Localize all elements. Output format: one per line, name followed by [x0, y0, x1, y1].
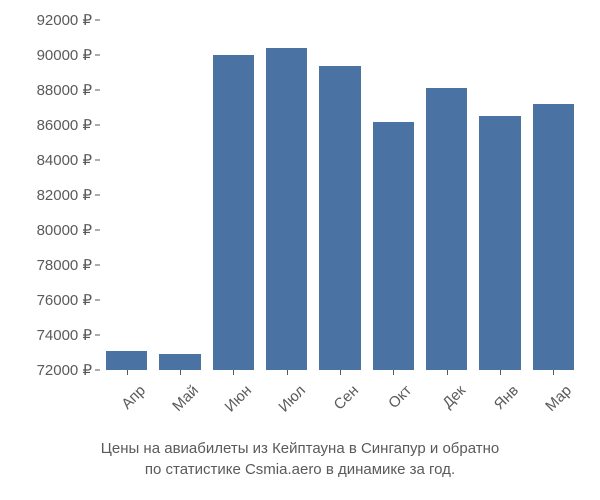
x-tick-mark [233, 370, 234, 375]
bar [479, 116, 521, 370]
y-tick-label: 74000 ₽ [37, 326, 92, 344]
y-tick-label: 88000 ₽ [37, 81, 92, 99]
x-tick-mark [127, 370, 128, 375]
x-tick-mark [500, 370, 501, 375]
y-tick-label: 80000 ₽ [37, 221, 92, 239]
bar [426, 88, 468, 370]
x-tick-label: Сен [322, 382, 362, 422]
y-tick-label: 76000 ₽ [37, 291, 92, 309]
x-tick-mark [553, 370, 554, 375]
x-tick-label: Июн [215, 382, 255, 422]
x-tick-label: Окт [375, 382, 415, 422]
x-tick-mark [340, 370, 341, 375]
price-chart: 72000 ₽ 74000 ₽ 76000 ₽ 78000 ₽ 80000 ₽ 82000… [0, 0, 600, 500]
bar [159, 354, 201, 370]
y-tick-label: 78000 ₽ [37, 256, 92, 274]
caption-line1: Цены на авиабилеты из Кейптауна в Сингап… [101, 440, 499, 457]
bars-group [100, 20, 580, 370]
y-tick-label: 90000 ₽ [37, 46, 92, 64]
bar [319, 66, 361, 371]
x-tick-label: Апр [108, 382, 148, 422]
x-tick-label: Дек [428, 382, 468, 422]
caption-line2: по статистике Csmia.aero в динамике за г… [145, 461, 455, 478]
x-axis: Апр Май Июн Июл Сен Окт Дек Янв Мар [100, 370, 580, 430]
bar [106, 351, 148, 370]
x-tick-mark [180, 370, 181, 375]
x-tick-label: Май [162, 382, 202, 422]
y-tick-label: 92000 ₽ [37, 11, 92, 29]
x-tick-mark [287, 370, 288, 375]
x-tick-mark [393, 370, 394, 375]
x-tick-label: Янв [482, 382, 522, 422]
x-tick-label: Мар [535, 382, 575, 422]
plot-area [100, 20, 580, 370]
x-tick-label: Июл [268, 382, 308, 422]
bar [266, 48, 308, 370]
bar [373, 122, 415, 371]
x-tick-mark [447, 370, 448, 375]
y-tick-label: 72000 ₽ [37, 361, 92, 379]
y-tick-label: 86000 ₽ [37, 116, 92, 134]
y-axis: 72000 ₽74000 ₽76000 ₽78000 ₽80000 ₽82000… [0, 20, 100, 370]
bar [533, 104, 575, 370]
y-tick-label: 84000 ₽ [37, 151, 92, 169]
y-tick-label: 82000 ₽ [37, 186, 92, 204]
bar [213, 55, 255, 370]
chart-caption: Цены на авиабилеты из Кейптауна в Сингап… [0, 438, 600, 480]
